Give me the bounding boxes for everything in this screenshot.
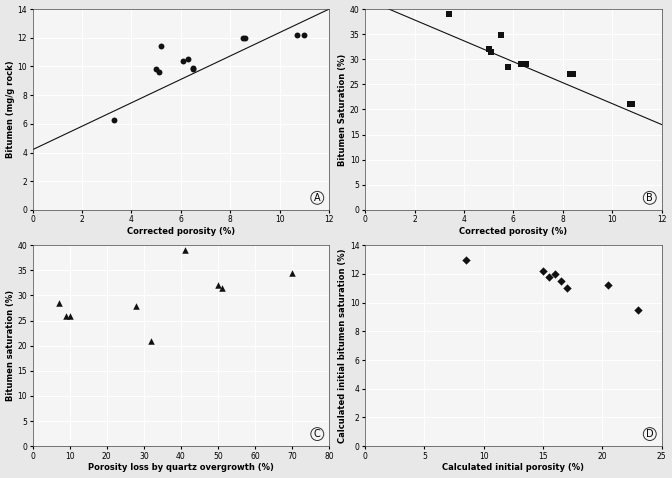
- Point: [131, 302, 142, 309]
- Point: [556, 277, 566, 285]
- Point: [237, 34, 248, 42]
- Point: [567, 70, 578, 78]
- Point: [561, 284, 572, 292]
- Point: [287, 269, 298, 277]
- Point: [550, 270, 560, 278]
- Point: [538, 267, 548, 275]
- Point: [624, 101, 635, 109]
- Point: [60, 312, 71, 319]
- Point: [483, 45, 494, 53]
- Y-axis label: Bitumen saturation (%): Bitumen saturation (%): [5, 290, 15, 401]
- X-axis label: Calculated initial porosity (%): Calculated initial porosity (%): [442, 464, 585, 472]
- Point: [212, 282, 223, 289]
- Point: [109, 116, 120, 123]
- Point: [151, 65, 161, 73]
- Point: [632, 306, 643, 314]
- X-axis label: Corrected porosity (%): Corrected porosity (%): [127, 227, 235, 236]
- Point: [444, 10, 454, 18]
- Point: [216, 284, 227, 292]
- Point: [240, 34, 251, 42]
- Point: [188, 65, 199, 73]
- Point: [146, 337, 157, 345]
- X-axis label: Corrected porosity (%): Corrected porosity (%): [460, 227, 567, 236]
- Point: [520, 60, 531, 68]
- Point: [292, 31, 302, 39]
- Point: [603, 282, 614, 289]
- Point: [486, 48, 497, 55]
- Point: [183, 55, 194, 63]
- Point: [178, 57, 189, 65]
- Point: [156, 43, 167, 50]
- Text: A: A: [314, 193, 321, 203]
- Point: [496, 32, 507, 39]
- Point: [179, 247, 190, 254]
- Point: [460, 256, 471, 263]
- X-axis label: Porosity loss by quartz overgrowth (%): Porosity loss by quartz overgrowth (%): [88, 464, 274, 472]
- Y-axis label: Bitumen Saturation (%): Bitumen Saturation (%): [338, 54, 347, 165]
- Y-axis label: Calculated initial bitumen saturation (%): Calculated initial bitumen saturation (%…: [338, 249, 347, 443]
- Point: [53, 299, 64, 307]
- Point: [565, 70, 576, 78]
- Point: [153, 68, 164, 76]
- Text: B: B: [646, 193, 653, 203]
- Point: [515, 60, 526, 68]
- Text: C: C: [314, 429, 321, 439]
- Text: D: D: [646, 429, 654, 439]
- Point: [299, 31, 310, 39]
- Point: [544, 273, 554, 281]
- Point: [65, 312, 75, 319]
- Point: [188, 64, 199, 72]
- Point: [503, 63, 514, 71]
- Point: [626, 101, 637, 109]
- Y-axis label: Bitumen (mg/g rock): Bitumen (mg/g rock): [5, 61, 15, 158]
